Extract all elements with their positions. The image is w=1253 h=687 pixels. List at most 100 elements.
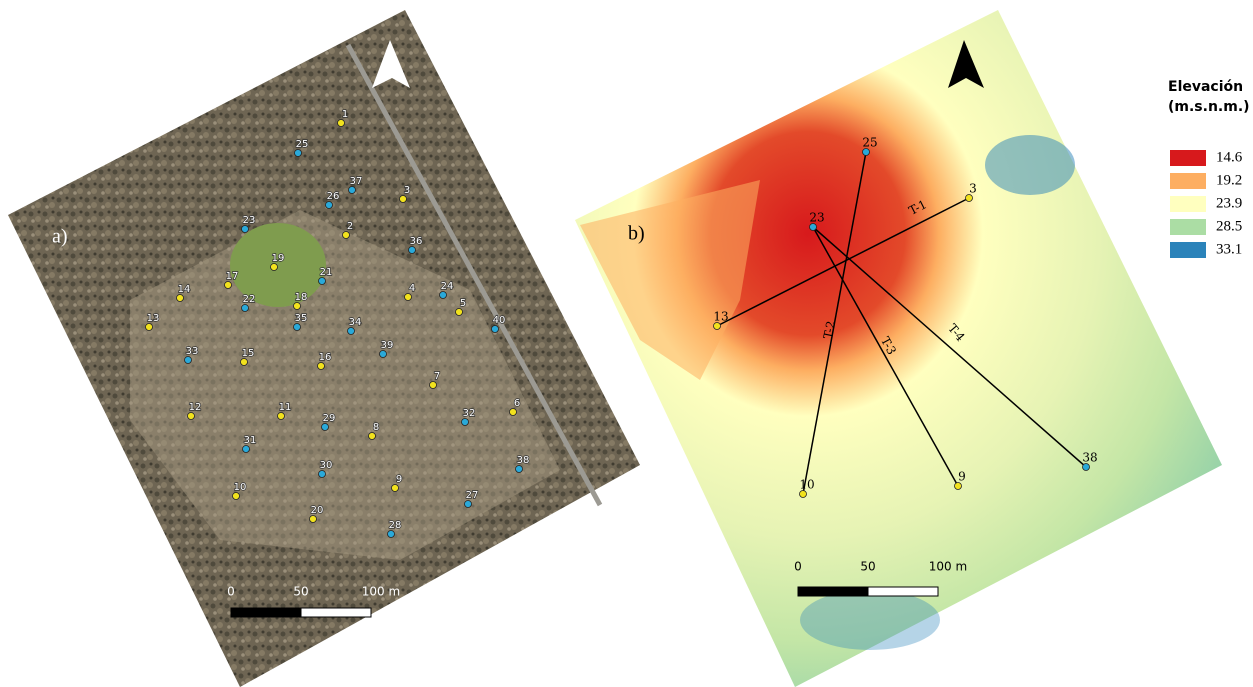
sample-point xyxy=(966,195,973,202)
point-label: 15 xyxy=(242,348,255,359)
sample-point xyxy=(409,247,416,254)
sample-point xyxy=(349,187,356,194)
panel-label: b) xyxy=(628,223,645,245)
sample-point xyxy=(863,149,870,156)
sample-point xyxy=(241,359,248,366)
sample-point xyxy=(271,264,278,271)
point-label: 25 xyxy=(862,136,877,150)
sample-point xyxy=(440,292,447,299)
sample-point xyxy=(242,305,249,312)
sample-point xyxy=(369,433,376,440)
point-label: 16 xyxy=(319,352,332,363)
sample-point xyxy=(456,309,463,316)
point-label: 12 xyxy=(189,402,202,413)
sample-point xyxy=(310,516,317,523)
point-label: 11 xyxy=(279,402,292,413)
sample-point xyxy=(294,324,301,331)
point-label: 29 xyxy=(323,413,336,424)
point-label: 34 xyxy=(349,317,362,328)
point-label: 40 xyxy=(493,315,506,326)
legend-swatch xyxy=(1170,196,1206,212)
sample-point xyxy=(405,294,412,301)
scale-bar-label: 50 xyxy=(860,560,875,574)
scale-bar-segment xyxy=(301,608,371,617)
point-label: 24 xyxy=(441,281,454,292)
sample-point xyxy=(343,232,350,239)
point-label: 4 xyxy=(409,283,415,294)
sample-point xyxy=(322,424,329,431)
sample-point xyxy=(430,382,437,389)
sample-point xyxy=(516,466,523,473)
scale-bar-segment xyxy=(231,608,301,617)
point-label: 38 xyxy=(1082,451,1097,465)
point-label: 5 xyxy=(460,298,466,309)
sample-point xyxy=(955,483,962,490)
legend-swatch xyxy=(1170,242,1206,258)
point-label: 21 xyxy=(320,267,333,278)
point-label: 39 xyxy=(381,340,394,351)
point-label: 13 xyxy=(147,313,160,324)
point-label: 33 xyxy=(186,346,199,357)
scale-bar-label: 50 xyxy=(293,585,308,599)
sample-point xyxy=(1083,464,1090,471)
point-label: 35 xyxy=(295,313,308,324)
elevation-patch xyxy=(800,590,940,650)
point-label: 23 xyxy=(243,215,256,226)
sample-point xyxy=(185,357,192,364)
sample-point xyxy=(295,150,302,157)
point-label: 9 xyxy=(958,470,966,484)
sample-point xyxy=(400,196,407,203)
point-label: 17 xyxy=(226,271,239,282)
sample-point xyxy=(294,303,301,310)
point-label: 6 xyxy=(514,398,520,409)
point-label: 3 xyxy=(404,185,410,196)
scale-bar-label: 100 m xyxy=(362,585,400,599)
sample-point xyxy=(278,413,285,420)
sample-point xyxy=(318,363,325,370)
point-label: 13 xyxy=(713,310,728,324)
sample-point xyxy=(380,351,387,358)
point-label: 26 xyxy=(327,191,340,202)
sample-point xyxy=(510,409,517,416)
point-label: 25 xyxy=(296,139,309,150)
scale-bar-segment xyxy=(868,587,938,596)
point-label: 10 xyxy=(799,478,814,492)
sample-point xyxy=(319,471,326,478)
point-label: 9 xyxy=(396,474,402,485)
point-label: 20 xyxy=(311,505,324,516)
point-label: 19 xyxy=(272,253,285,264)
sample-point xyxy=(348,328,355,335)
point-label: 32 xyxy=(463,408,476,419)
sample-point xyxy=(225,282,232,289)
sample-point xyxy=(242,226,249,233)
point-label: 3 xyxy=(969,182,977,196)
point-label: 30 xyxy=(320,460,333,471)
legend-swatch xyxy=(1170,219,1206,235)
point-label: 14 xyxy=(178,284,191,295)
sample-point xyxy=(188,413,195,420)
legend-label: 14.6 xyxy=(1216,149,1243,165)
sample-point xyxy=(388,531,395,538)
sample-point xyxy=(462,419,469,426)
sample-point xyxy=(492,326,499,333)
legend-title: (m.s.n.m.) xyxy=(1168,99,1250,115)
elevation-patch xyxy=(985,135,1075,195)
point-label: 8 xyxy=(373,422,379,433)
sample-point xyxy=(243,446,250,453)
sample-point xyxy=(146,324,153,331)
sample-point xyxy=(326,202,333,209)
sample-point xyxy=(177,295,184,302)
point-label: 22 xyxy=(243,294,256,305)
point-label: 23 xyxy=(809,211,824,225)
legend-label: 28.5 xyxy=(1216,218,1242,234)
point-label: 10 xyxy=(234,482,247,493)
panel-label: a) xyxy=(52,226,68,248)
sample-point xyxy=(714,323,721,330)
legend-label: 19.2 xyxy=(1216,172,1242,188)
sample-point xyxy=(810,224,817,231)
sample-point xyxy=(392,485,399,492)
legend-swatch xyxy=(1170,150,1206,166)
scale-bar-label: 0 xyxy=(227,585,235,599)
sample-point xyxy=(233,493,240,500)
figure: a) b) Elevación (m.s.n.m.) T-1T-2T-3T-41… xyxy=(0,0,1253,687)
